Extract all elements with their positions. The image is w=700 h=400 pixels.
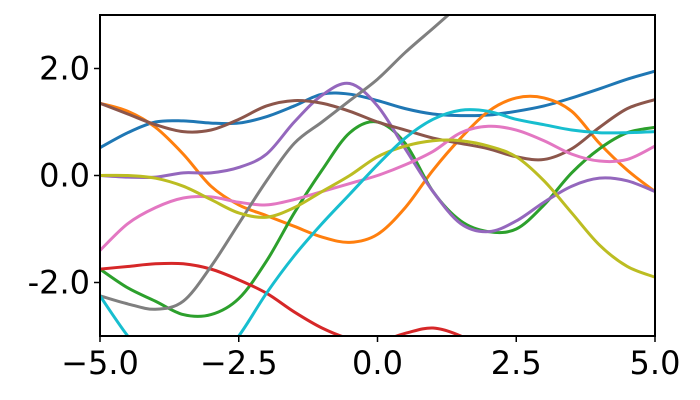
- series-line: [100, 94, 655, 244]
- series-line: [100, 81, 655, 234]
- series-line: [100, 98, 655, 162]
- series-line: [100, 120, 655, 318]
- series-line: [100, 124, 655, 252]
- series-line: [100, 261, 465, 336]
- series-line: [100, 108, 655, 336]
- series-line: [100, 138, 655, 279]
- y-tick-label: 0.0: [39, 157, 90, 195]
- series-line: [100, 69, 655, 149]
- x-tick-label: 0.0: [352, 344, 403, 382]
- y-tick-label: 2.0: [39, 50, 90, 88]
- x-tick-label: −5.0: [61, 344, 139, 382]
- plot-area: [100, 15, 655, 336]
- x-tick-label: −2.5: [200, 344, 278, 382]
- y-tick-label: -2.0: [28, 264, 90, 302]
- series-line: [100, 15, 451, 311]
- x-tick-label: 2.5: [491, 344, 542, 382]
- x-tick-label: 5.0: [630, 344, 681, 382]
